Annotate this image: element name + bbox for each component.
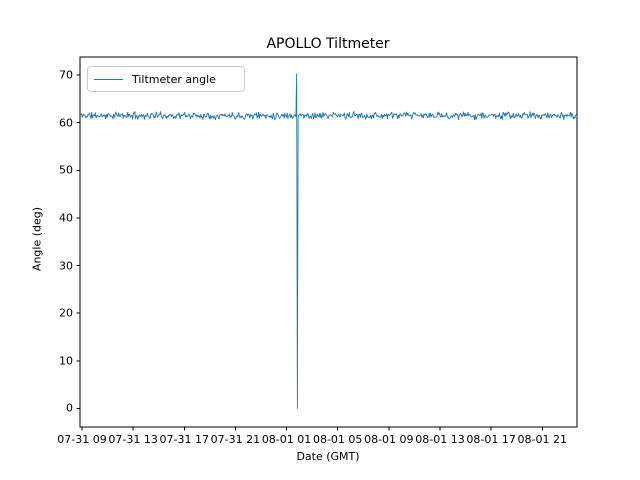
y-tick-label: 30 [59,259,73,273]
legend: Tiltmeter angle [87,66,245,92]
chart-title: APOLLO Tiltmeter [266,36,390,52]
y-tick-label: 50 [59,163,73,177]
legend-line-sample [94,78,123,80]
x-tick-label: 07-31 13 [108,433,158,446]
x-tick-label: 08-01 17 [466,433,516,446]
y-tick-label: 40 [59,211,73,225]
x-tick-label: 08-01 05 [312,433,363,446]
x-tick-label: 08-01 21 [517,433,567,446]
x-tick-label: 07-31 17 [159,433,209,446]
x-tick-label: 08-01 09 [364,433,414,446]
y-tick-label: 60 [59,116,73,130]
y-tick-label: 0 [66,401,73,415]
x-tick-label: 08-01 13 [415,433,465,446]
x-tick-label: 07-31 21 [210,433,261,446]
legend-label: Tiltmeter angle [132,72,216,86]
x-axis-label: Date (GMT) [296,450,360,463]
y-tick-label: 20 [59,306,73,320]
x-tick-label: 08-01 01 [261,433,312,446]
x-tick-label: 07-31 09 [57,433,107,446]
y-tick-label: 10 [59,354,73,368]
y-tick-label: 70 [59,68,73,82]
